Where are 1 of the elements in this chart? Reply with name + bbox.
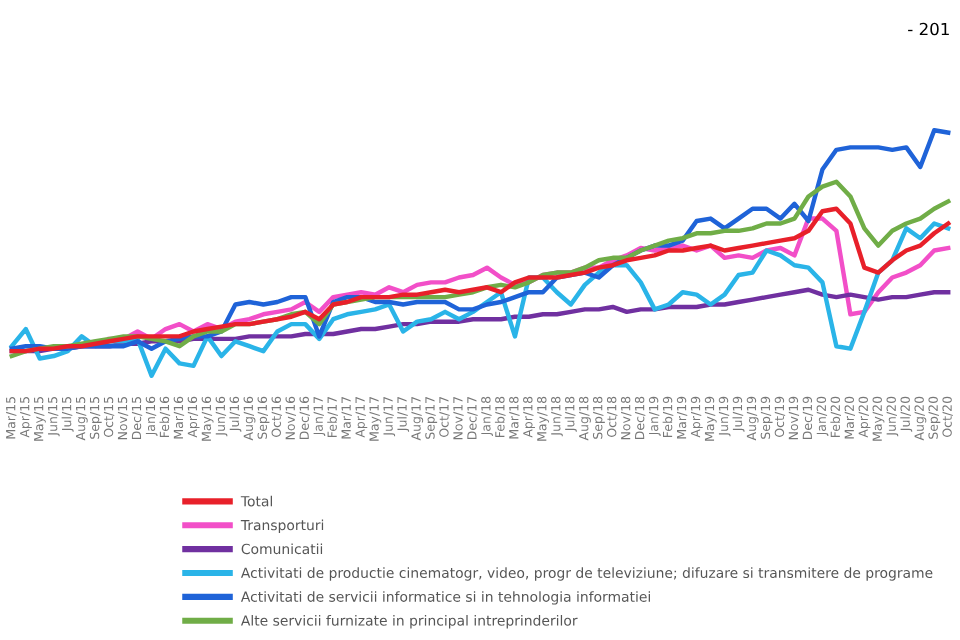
text: - 201 [908,22,949,36]
